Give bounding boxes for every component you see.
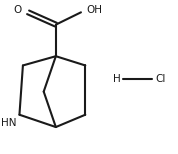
Text: H: H bbox=[113, 74, 120, 83]
Text: HN: HN bbox=[1, 118, 16, 128]
Text: Cl: Cl bbox=[156, 74, 166, 83]
Text: OH: OH bbox=[87, 5, 103, 14]
Text: O: O bbox=[13, 5, 21, 14]
